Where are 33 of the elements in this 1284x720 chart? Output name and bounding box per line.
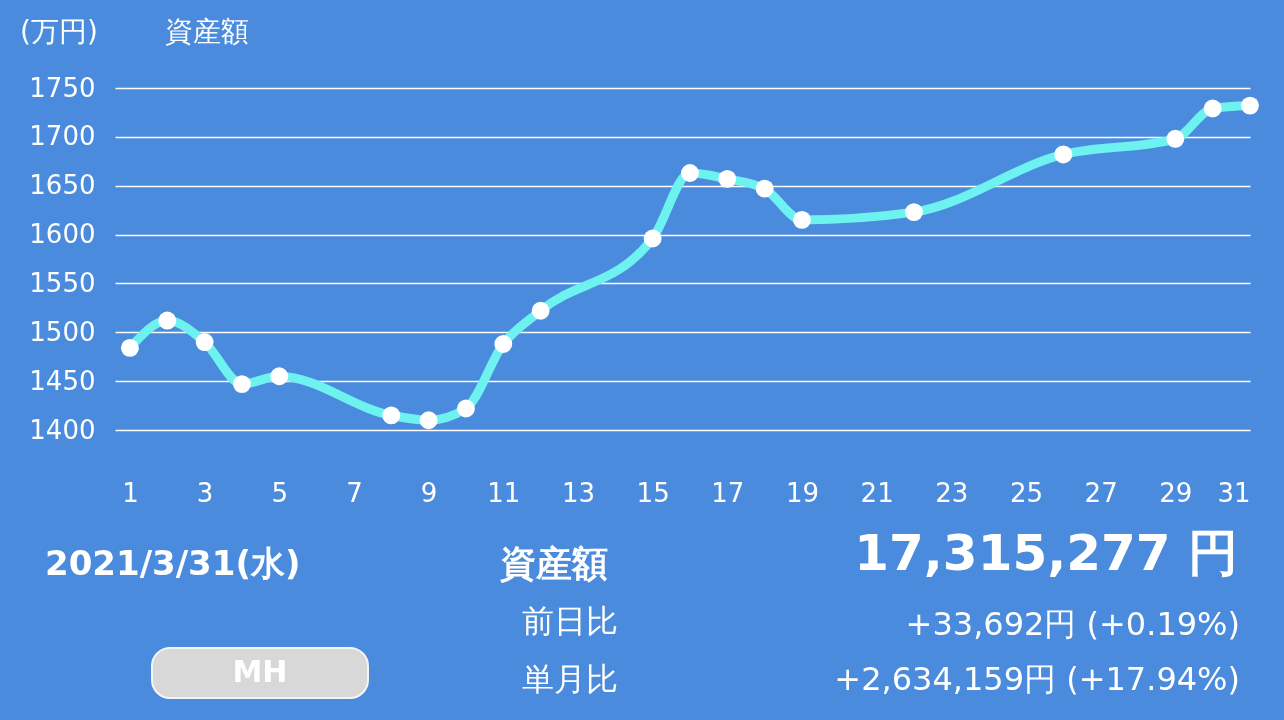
y-tick-label: 1500 [29,316,96,347]
text: 前日比 [522,602,618,640]
y-tick-label: 1450 [29,365,96,396]
x-tick-label: 17 [711,477,745,508]
text: +33,692円 (+0.19%) [905,605,1240,643]
x-tick-label: 1 [122,477,139,508]
x-tick-label: 31 [1217,477,1251,508]
text: 資産額 [500,543,608,584]
y-tick-label: 1400 [29,414,96,445]
y-tick-label: 1600 [29,219,96,250]
y-tick-label: 1700 [29,121,96,152]
x-tick-label: 7 [346,477,363,508]
y-tick-label: 1650 [29,170,96,201]
text: 17,315,277 円 [854,524,1238,582]
text: 2021/3/31(水) [45,543,301,583]
y-axis-title: (万円) [20,15,98,48]
x-tick-label: 25 [1009,477,1044,508]
x-tick-label: 27 [1084,477,1118,508]
x-tick-label: 23 [935,477,969,508]
x-tick-label: 11 [487,477,521,508]
y-tick-label: 1750 [29,72,96,103]
text: +2,634,159円 (+17.94%) [834,660,1240,698]
y-tick-label: 1550 [29,267,96,298]
x-tick-label: 5 [271,477,289,508]
x-tick-label: 13 [561,477,596,508]
text: 単月比 [522,660,618,698]
x-tick-label: 29 [1159,477,1193,508]
x-tick-label: 19 [785,477,820,508]
x-tick-label: 9 [420,477,438,508]
chart-title: 資産額 [165,15,249,48]
x-tick-label: 21 [860,477,894,508]
x-tick-label: 3 [196,477,214,508]
x-tick-label: 15 [636,477,670,508]
